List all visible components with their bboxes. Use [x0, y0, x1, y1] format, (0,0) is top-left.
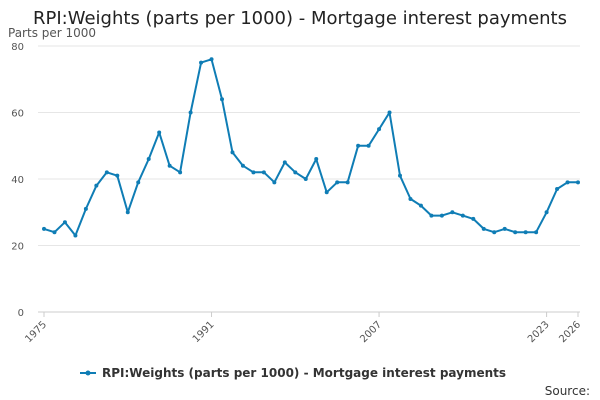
data-point[interactable]: [272, 180, 277, 185]
source-label: Source:: [545, 384, 590, 398]
data-point[interactable]: [240, 163, 245, 168]
data-point[interactable]: [62, 220, 67, 225]
data-point[interactable]: [251, 170, 256, 175]
data-point[interactable]: [220, 97, 224, 102]
data-point[interactable]: [125, 210, 130, 215]
data-point[interactable]: [356, 143, 361, 148]
data-point[interactable]: [345, 180, 350, 185]
data-point[interactable]: [471, 216, 476, 221]
y-tick-label: 80: [11, 42, 24, 53]
y-tick-labels: 0 20 40 60 80: [11, 42, 24, 319]
data-point[interactable]: [418, 203, 423, 208]
data-point[interactable]: [513, 230, 518, 235]
data-point[interactable]: [73, 233, 78, 238]
data-point[interactable]: [167, 163, 172, 168]
series-line: [43, 58, 578, 237]
data-point[interactable]: [261, 170, 266, 175]
data-point[interactable]: [544, 210, 549, 215]
y-tick-label: 40: [11, 175, 24, 186]
data-point[interactable]: [314, 157, 319, 162]
data-point[interactable]: [576, 180, 580, 185]
data-point[interactable]: [460, 213, 465, 218]
data-point[interactable]: [523, 230, 528, 235]
data-point[interactable]: [492, 230, 497, 235]
data-point[interactable]: [387, 110, 392, 115]
legend-swatch-marker: [85, 370, 91, 376]
grid-lines: [38, 45, 580, 246]
data-point[interactable]: [209, 57, 214, 62]
x-tick-label: 1975: [23, 319, 49, 345]
data-point[interactable]: [178, 170, 183, 175]
x-tick-label: 2023: [526, 319, 552, 345]
data-point[interactable]: [42, 226, 46, 231]
legend[interactable]: RPI:Weights (parts per 1000) - Mortgage …: [80, 366, 506, 380]
data-point[interactable]: [377, 127, 382, 132]
legend-label: RPI:Weights (parts per 1000) - Mortgage …: [102, 366, 506, 380]
data-point[interactable]: [104, 170, 109, 175]
y-axis-label: Parts per 1000: [8, 26, 96, 40]
data-point[interactable]: [450, 210, 455, 215]
data-point[interactable]: [439, 213, 444, 218]
data-point[interactable]: [502, 226, 507, 231]
data-point[interactable]: [303, 177, 308, 181]
y-tick-label: 20: [11, 242, 24, 253]
data-point[interactable]: [52, 230, 57, 235]
data-point[interactable]: [115, 173, 120, 178]
data-point[interactable]: [335, 180, 340, 185]
chart-title: RPI:Weights (parts per 1000) - Mortgage …: [33, 8, 567, 29]
y-tick-label: 0: [18, 308, 24, 319]
data-point[interactable]: [555, 186, 560, 191]
data-point[interactable]: [157, 130, 162, 135]
data-point[interactable]: [146, 157, 151, 162]
data-point[interactable]: [366, 143, 371, 148]
data-point[interactable]: [293, 170, 298, 175]
data-point[interactable]: [94, 183, 99, 188]
y-tick-label: 60: [11, 109, 24, 120]
x-tick-labels: 1975 1991 2007 2023 2026: [23, 312, 583, 345]
data-point[interactable]: [188, 110, 193, 115]
data-point[interactable]: [565, 180, 570, 185]
data-point[interactable]: [324, 190, 329, 195]
data-point[interactable]: [136, 180, 141, 185]
data-point[interactable]: [282, 160, 287, 165]
x-tick-label: 2007: [358, 319, 384, 345]
data-point[interactable]: [429, 213, 434, 218]
data-point[interactable]: [408, 196, 413, 201]
data-point[interactable]: [534, 230, 539, 235]
data-point[interactable]: [481, 226, 486, 231]
data-point[interactable]: [199, 60, 204, 65]
data-point[interactable]: [398, 173, 402, 178]
data-point[interactable]: [83, 206, 88, 211]
data-point[interactable]: [230, 150, 235, 155]
x-tick-label: 2026: [557, 319, 583, 345]
series-layer: [42, 57, 580, 238]
x-tick-label: 1991: [191, 319, 217, 345]
